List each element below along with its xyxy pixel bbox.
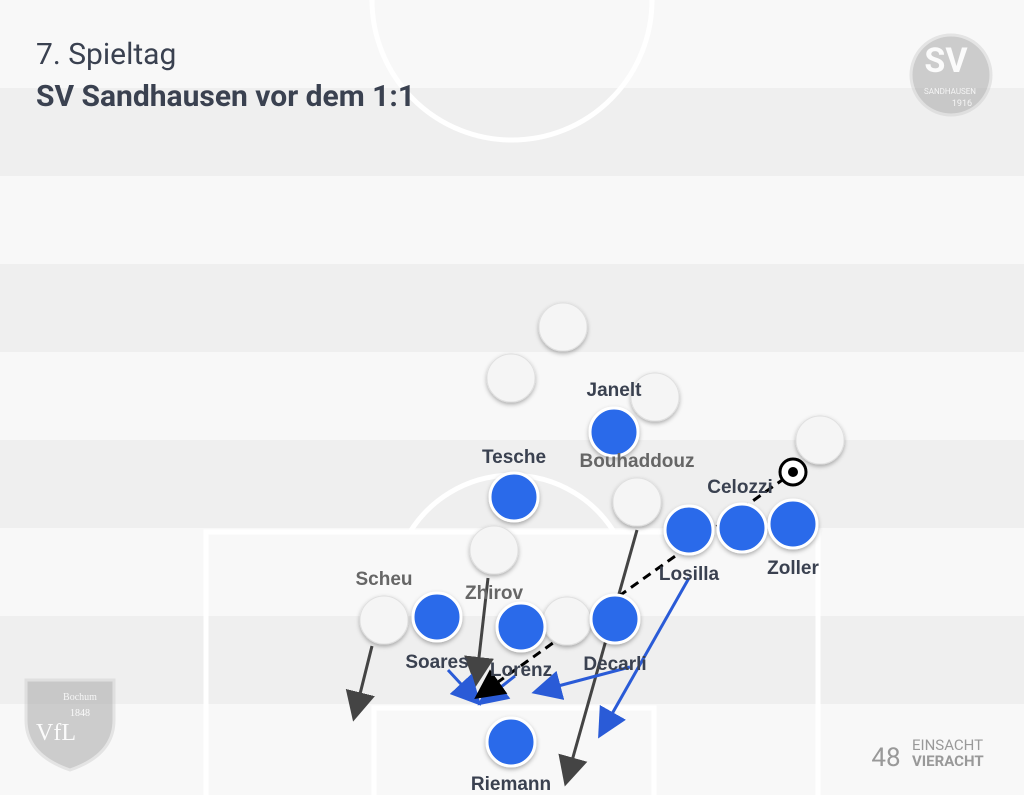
player-label: Lorenz [490, 660, 552, 681]
logo-text: 1916 [952, 99, 972, 109]
logo-text: VfL [36, 720, 76, 746]
run-arrow [345, 645, 375, 722]
player-label: Scheu [355, 569, 412, 590]
player-label: Zhirov [465, 583, 523, 604]
brand-logo: 48 EINSACHT VIERACHT [871, 736, 983, 773]
brand-number: 48 [871, 743, 900, 773]
brand-text: VIERACHT [912, 752, 984, 770]
white-players [359, 302, 845, 646]
logo-text: Bochum [63, 692, 97, 703]
blue-players [411, 406, 819, 768]
ball [778, 457, 808, 487]
run-arrow [464, 577, 494, 687]
run-arrow [446, 668, 482, 706]
player-label: Soares [405, 652, 468, 673]
run-arrow [598, 577, 691, 739]
player-label: Decarli [583, 654, 646, 675]
player-label: Tesche [482, 447, 546, 468]
logo-text: SV [924, 41, 968, 81]
title: SV Sandhausen vor dem 1:1 [36, 79, 415, 114]
run-arrow [558, 529, 639, 787]
player-label: Janelt [587, 380, 643, 401]
sandhausen-logo: SV SANDHAUSEN 1916 [909, 33, 993, 117]
player-label: Celozzi [707, 477, 772, 498]
labels: Janelt Tesche Celozzi Zoller Losilla Soa… [355, 380, 819, 795]
bochum-logo: Bochum 1848 VfL [24, 678, 116, 772]
logo-text: 1848 [70, 708, 90, 719]
logo-text: SANDHAUSEN [924, 87, 976, 96]
run-arrow [531, 665, 631, 700]
player-label: Zoller [767, 558, 819, 579]
brand-text: EINSACHT [912, 736, 983, 754]
player-label: Bouhaddouz [579, 451, 694, 472]
player-label: Riemann [471, 774, 551, 795]
subtitle: 7. Spieltag [36, 37, 176, 72]
player-label: Losilla [659, 564, 720, 585]
